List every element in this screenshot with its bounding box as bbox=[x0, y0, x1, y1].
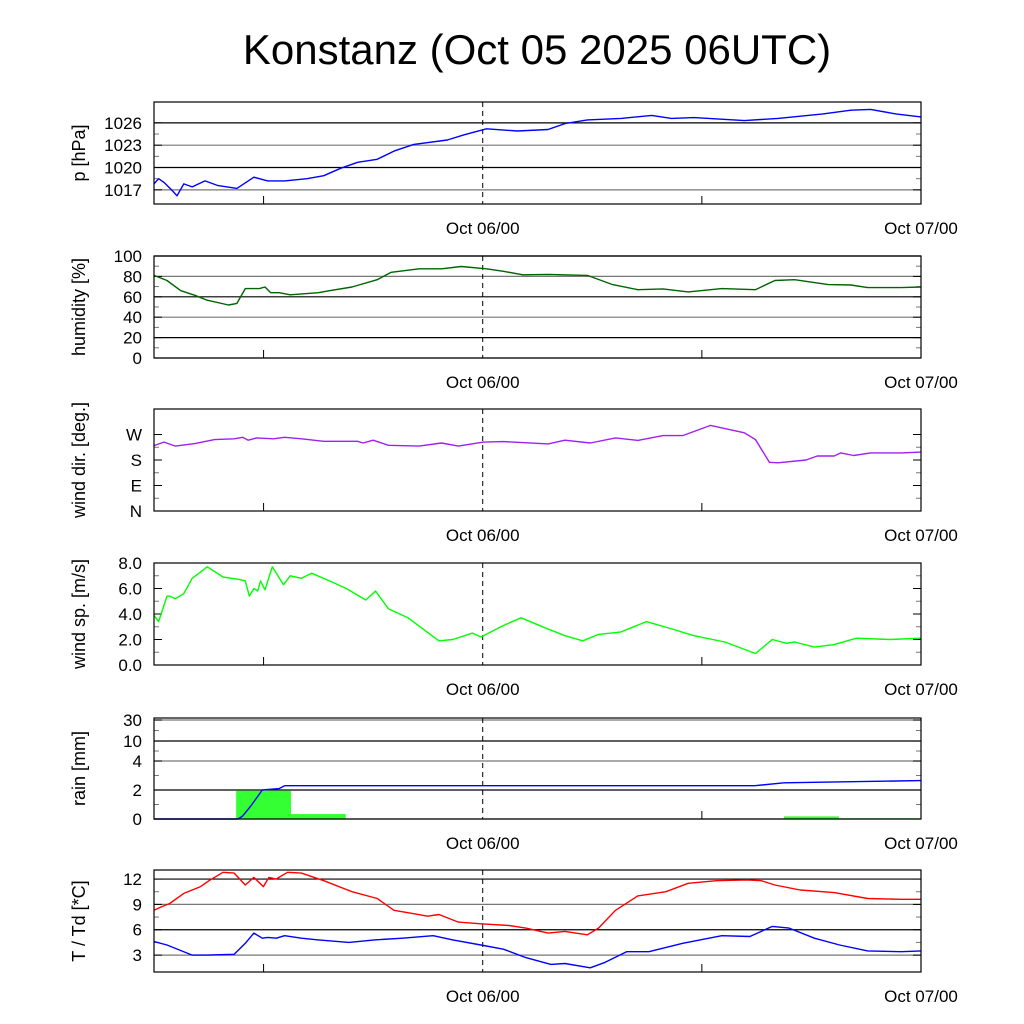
y-tick-label: 60 bbox=[123, 288, 142, 307]
y-tick-label: 12 bbox=[123, 870, 142, 889]
series-line-dew-point bbox=[153, 925, 922, 969]
y-tick-label: 8.0 bbox=[118, 554, 142, 573]
y-axis-label: humidity [%] bbox=[69, 258, 89, 356]
y-tick-label: 0.0 bbox=[118, 656, 142, 675]
y-tick-label: 6.0 bbox=[118, 580, 142, 599]
y-tick-label: 3 bbox=[133, 946, 142, 965]
x-tick-label: Oct 07/00 bbox=[884, 987, 958, 1006]
plot-frame bbox=[153, 717, 922, 820]
y-tick-label: 100 bbox=[114, 247, 142, 266]
x-tick-label: Oct 07/00 bbox=[884, 373, 958, 392]
y-tick-label: 4 bbox=[133, 752, 142, 771]
panel-temperature: 3 6 9 12 Oct 06/00 Oct 07/00 T / Td [*C] bbox=[69, 869, 958, 1006]
x-tick-label: Oct 07/00 bbox=[884, 680, 958, 699]
y-tick-label: S bbox=[131, 451, 142, 470]
y-tick-label: 1026 bbox=[104, 114, 142, 133]
series-line-humidity bbox=[153, 265, 922, 306]
rain-bar bbox=[784, 816, 839, 819]
plot-frame bbox=[153, 101, 922, 205]
y-axis-label: wind sp. [m/s] bbox=[69, 559, 89, 670]
y-axis-label: p [hPa] bbox=[69, 124, 89, 181]
y-tick-label: 0 bbox=[133, 810, 142, 829]
y-tick-label: 1023 bbox=[104, 136, 142, 155]
y-tick-label: 1020 bbox=[104, 159, 142, 178]
y-tick-label: 40 bbox=[123, 308, 142, 327]
y-tick-label: 0 bbox=[133, 349, 142, 368]
series-line-pressure bbox=[153, 108, 922, 197]
plot-frame bbox=[153, 869, 922, 973]
panel-pressure: 1017 1020 1023 1026 Oct 06/00 Oct 07/00 p [hPa… bbox=[69, 101, 958, 238]
rain-bar bbox=[236, 790, 291, 819]
series-line-accumulated-precipitation bbox=[154, 779, 922, 820]
plot-frame bbox=[153, 255, 922, 359]
y-tick-label: 1017 bbox=[104, 181, 142, 200]
x-tick-label: Oct 06/00 bbox=[446, 526, 520, 545]
y-tick-label: 10 bbox=[123, 732, 142, 751]
y-tick-label: 2.0 bbox=[118, 631, 142, 650]
x-tick-label: Oct 07/00 bbox=[884, 526, 958, 545]
panel-wind-speed: 0.0 2.0 4.0 6.0 8.0 Oct 06/00 Oct 07/00 wind sp… bbox=[69, 554, 958, 699]
x-tick-label: Oct 06/00 bbox=[446, 219, 520, 238]
plot-frame bbox=[153, 408, 922, 512]
y-tick-label: 80 bbox=[123, 267, 142, 286]
y-tick-label: 4.0 bbox=[118, 605, 142, 624]
y-tick-label: 6 bbox=[133, 921, 142, 940]
y-axis-label: rain [mm] bbox=[69, 731, 89, 806]
x-tick-label: Oct 06/00 bbox=[446, 373, 520, 392]
y-tick-label: N bbox=[130, 502, 142, 521]
x-tick-label: Oct 07/00 bbox=[884, 219, 958, 238]
panel-rain: 0 2 410 30 Oct 06/00 Oct 07/00 rain [mm] bbox=[69, 711, 958, 853]
y-tick-label: 20 bbox=[123, 329, 142, 348]
plot-frame bbox=[153, 562, 922, 666]
y-axis-label: wind dir. [deg.] bbox=[69, 402, 89, 519]
x-tick-label: Oct 06/00 bbox=[446, 987, 520, 1006]
y-tick-label: 2 bbox=[133, 781, 142, 800]
y-axis-label: T / Td [*C] bbox=[69, 880, 89, 961]
x-tick-label: Oct 06/00 bbox=[446, 680, 520, 699]
series-line-wind-speed bbox=[153, 566, 922, 655]
rain-bar bbox=[290, 814, 346, 819]
y-tick-label: W bbox=[126, 426, 142, 445]
x-tick-label: Oct 07/00 bbox=[884, 834, 958, 853]
y-tick-label: 30 bbox=[123, 711, 142, 730]
series-line-temperature bbox=[153, 871, 921, 936]
x-tick-label: Oct 06/00 bbox=[446, 834, 520, 853]
chart-title: Konstanz (Oct 05 2025 06UTC) bbox=[242, 26, 832, 73]
y-tick-label: E bbox=[131, 477, 142, 496]
series-line-wind-direction bbox=[153, 424, 922, 464]
y-tick-label: 9 bbox=[133, 895, 142, 914]
